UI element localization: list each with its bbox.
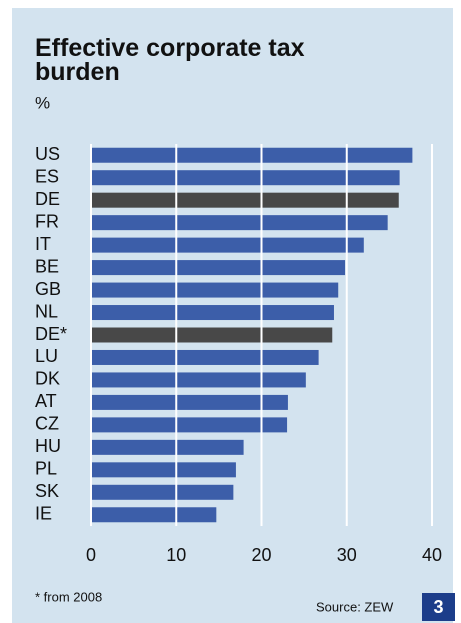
x-tick-label: 10: [166, 545, 186, 565]
x-tick-label: 20: [251, 545, 271, 565]
y-tick-label: CZ: [35, 414, 59, 434]
y-tick-label: HU: [35, 436, 61, 456]
y-tick-label: IE: [35, 504, 52, 524]
y-tick-label: LU: [35, 346, 58, 366]
y-tick-label: PL: [35, 459, 57, 479]
bar: [91, 462, 236, 478]
bar: [91, 192, 399, 208]
bar: [91, 170, 400, 186]
bar: [91, 484, 234, 500]
y-tick-label: FR: [35, 211, 59, 231]
y-tick-label: AT: [35, 391, 57, 411]
y-tick-label: DK: [35, 369, 60, 389]
y-tick-label: IT: [35, 234, 51, 254]
bar: [91, 417, 288, 433]
source: Source: ZEW: [316, 599, 394, 614]
y-tick-label: NL: [35, 301, 58, 321]
bar: [91, 260, 346, 276]
bar: [91, 507, 217, 523]
bar: [91, 439, 244, 455]
y-tick-label: GB: [35, 279, 61, 299]
chart-subtitle: %: [35, 93, 50, 112]
bar: [91, 349, 319, 365]
y-tick-label: DE*: [35, 324, 67, 344]
x-tick-label: 0: [86, 545, 96, 565]
bar: [91, 394, 288, 410]
bar: [91, 305, 334, 321]
bar: [91, 215, 388, 231]
badge-box: [422, 593, 455, 621]
bar: [91, 147, 413, 163]
y-tick-label: DE: [35, 189, 60, 209]
y-tick-label: ES: [35, 166, 59, 186]
x-tick-label: 40: [422, 545, 442, 565]
chart-title: Effective corporate tax burden: [35, 34, 305, 86]
bar: [91, 327, 333, 343]
badge: 3: [433, 597, 443, 617]
x-tick-label: 30: [337, 545, 357, 565]
bar: [91, 237, 364, 253]
y-tick-label: US: [35, 144, 60, 164]
footnote: * from 2008: [35, 589, 102, 604]
y-tick-label: BE: [35, 256, 59, 276]
y-tick-label: SK: [35, 481, 59, 501]
bar: [91, 372, 306, 388]
bar: [91, 282, 339, 298]
